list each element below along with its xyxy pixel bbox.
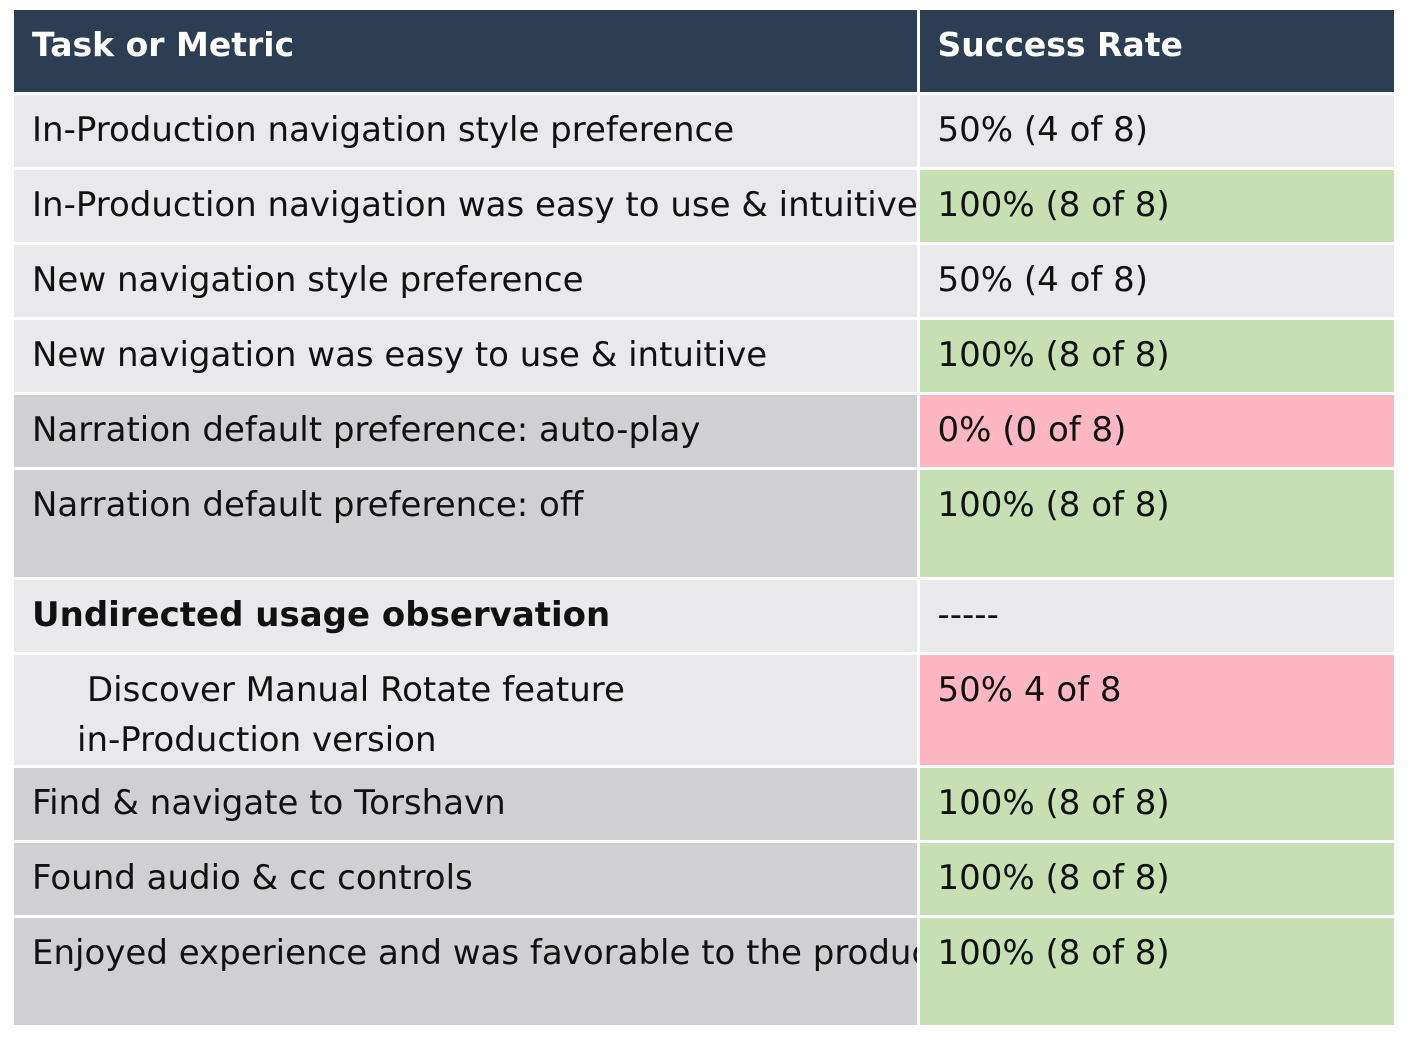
results-table: Task or Metric Success Rate In-Productio…: [14, 10, 1394, 1028]
section-heading-cell: Undirected usage observation: [14, 578, 920, 655]
header-row: Task or Metric Success Rate: [14, 10, 1394, 95]
table-row: In-Production navigation style preferenc…: [14, 93, 1394, 170]
task-cell: Narration default preference: auto-play: [14, 393, 920, 470]
rate-cell: 50% 4 of 8: [918, 653, 1394, 768]
header-task: Task or Metric: [14, 10, 920, 95]
table-row: Undirected usage observation -----: [14, 578, 1394, 655]
table-row: Narration default preference: auto-play …: [14, 393, 1394, 470]
table-row: Find & navigate to Torshavn 100% (8 of 8…: [14, 766, 1394, 843]
task-cell: New navigation style preference: [14, 243, 920, 320]
task-line-2: in-Production version: [77, 720, 437, 760]
task-cell: Discover Manual Rotate feature in-Produc…: [14, 653, 920, 768]
header-success-rate: Success Rate: [918, 10, 1394, 95]
task-cell: New navigation was easy to use & intuiti…: [14, 318, 920, 395]
table-row: New navigation style preference 50% (4 o…: [14, 243, 1394, 320]
task-cell: In-Production navigation was easy to use…: [14, 168, 920, 245]
task-cell: Found audio & cc controls: [14, 841, 920, 918]
task-cell: In-Production navigation style preferenc…: [14, 93, 920, 170]
table-row: New navigation was easy to use & intuiti…: [14, 318, 1394, 395]
rate-cell: 100% (8 of 8): [918, 916, 1394, 1028]
rate-cell: 100% (8 of 8): [918, 318, 1394, 395]
table-row: Enjoyed experience and was favorable to …: [14, 916, 1394, 1028]
rate-cell: 0% (0 of 8): [918, 393, 1394, 470]
table-row: In-Production navigation was easy to use…: [14, 168, 1394, 245]
rate-cell: 100% (8 of 8): [918, 841, 1394, 918]
rate-cell: 50% (4 of 8): [918, 93, 1394, 170]
table-row: Narration default preference: off 100% (…: [14, 468, 1394, 580]
rate-cell: 50% (4 of 8): [918, 243, 1394, 320]
task-cell: Narration default preference: off: [14, 468, 920, 580]
rate-cell: -----: [918, 578, 1394, 655]
task-line-1: Discover Manual Rotate feature: [87, 670, 625, 710]
rate-cell: 100% (8 of 8): [918, 168, 1394, 245]
rate-cell: 100% (8 of 8): [918, 766, 1394, 843]
table-row: Found audio & cc controls 100% (8 of 8): [14, 841, 1394, 918]
table-row: Discover Manual Rotate feature in-Produc…: [14, 653, 1394, 768]
rate-cell: 100% (8 of 8): [918, 468, 1394, 580]
task-cell: Enjoyed experience and was favorable to …: [14, 916, 920, 1028]
task-cell: Find & navigate to Torshavn: [14, 766, 920, 843]
